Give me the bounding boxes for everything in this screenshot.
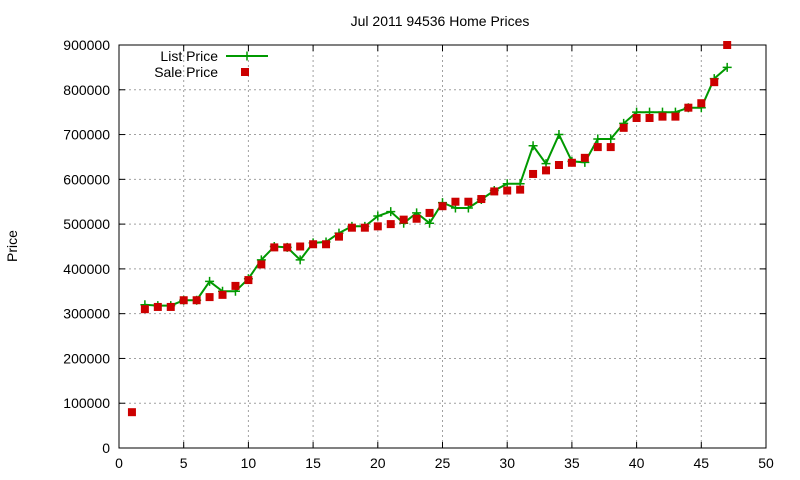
data-point-sale-price: [490, 187, 499, 196]
data-point-sale-price: [723, 41, 732, 49]
data-point-list-price: [722, 62, 732, 72]
data-point-list-price: [554, 130, 564, 140]
y-tick-label: 900000: [63, 37, 110, 53]
x-tick-label: 15: [305, 455, 321, 471]
grid: [119, 45, 766, 448]
data-point-sale-price: [192, 296, 201, 305]
legend-swatch-sale-price: [241, 68, 249, 76]
data-point-list-price: [425, 218, 435, 228]
data-point-sale-price: [386, 220, 395, 229]
data-point-sale-price: [580, 153, 589, 162]
data-point-sale-price: [179, 296, 188, 305]
data-point-sale-price: [464, 197, 473, 206]
y-tick-label: 300000: [63, 306, 110, 322]
data-point-sale-price: [296, 242, 305, 251]
data-point-sale-price: [373, 222, 382, 231]
data-point-sale-price: [283, 243, 292, 252]
x-tick-label: 30: [499, 455, 515, 471]
x-tick-label: 20: [370, 455, 386, 471]
y-tick-label: 700000: [63, 127, 110, 143]
data-point-list-price: [386, 207, 396, 217]
x-tick-label: 40: [629, 455, 645, 471]
data-point-list-price: [528, 141, 538, 151]
y-tick-label: 800000: [63, 82, 110, 98]
data-point-sale-price: [606, 143, 615, 152]
data-point-sale-price: [257, 260, 266, 269]
data-point-list-price: [606, 134, 616, 144]
y-tick-label: 200000: [63, 350, 110, 366]
legend: List Price Sale Price: [154, 48, 268, 80]
data-point-sale-price: [671, 112, 680, 121]
legend-label-sale-price: Sale Price: [154, 64, 218, 80]
series-line-list-price: [144, 66, 728, 307]
data-point-sale-price: [710, 78, 719, 87]
data-point-sale-price: [438, 202, 447, 211]
data-point-sale-price: [140, 305, 149, 314]
data-point-sale-price: [205, 293, 214, 302]
data-point-sale-price: [542, 166, 551, 175]
legend-label-list-price: List Price: [160, 48, 218, 64]
series-layer: [127, 41, 732, 417]
data-point-list-price: [373, 211, 383, 221]
data-point-sale-price: [477, 195, 486, 204]
data-point-sale-price: [309, 240, 318, 249]
data-point-sale-price: [244, 276, 253, 285]
data-point-sale-price: [425, 208, 434, 217]
data-point-sale-price: [554, 161, 563, 170]
data-point-sale-price: [503, 186, 512, 195]
data-point-sale-price: [529, 169, 538, 178]
data-point-sale-price: [645, 113, 654, 122]
data-point-sale-price: [412, 214, 421, 223]
data-point-sale-price: [516, 185, 525, 194]
y-tick-label: 100000: [63, 395, 110, 411]
chart-title: Jul 2011 94536 Home Prices: [351, 13, 530, 29]
data-point-sale-price: [322, 240, 331, 249]
data-point-sale-price: [360, 223, 369, 232]
x-tick-label: 25: [435, 455, 451, 471]
data-point-sale-price: [399, 215, 408, 224]
data-point-sale-price: [451, 197, 460, 206]
data-point-sale-price: [270, 243, 279, 252]
x-tick-label: 10: [241, 455, 257, 471]
data-point-sale-price: [567, 158, 576, 167]
data-point-sale-price: [153, 302, 162, 311]
data-point-sale-price: [697, 99, 706, 108]
y-tick-label: 400000: [63, 261, 110, 277]
data-point-sale-price: [619, 123, 628, 132]
y-axis-label: Price: [4, 230, 20, 262]
y-tick-label: 600000: [63, 171, 110, 187]
data-point-sale-price: [218, 290, 227, 299]
x-tick-label: 45: [694, 455, 710, 471]
axis-ticks: 0 5 10 15 20 25 30 35 40 45 50 0 100000 200000 300000 4…: [63, 37, 774, 471]
data-point-sale-price: [166, 302, 175, 311]
data-point-sale-price: [347, 223, 356, 232]
y-tick-label: 500000: [63, 216, 110, 232]
x-tick-label: 35: [564, 455, 580, 471]
data-point-sale-price: [127, 408, 136, 417]
x-tick-label: 50: [758, 455, 774, 471]
y-tick-label: 0: [102, 440, 110, 456]
data-point-sale-price: [658, 112, 667, 121]
data-point-sale-price: [593, 143, 602, 152]
data-point-list-price: [205, 276, 215, 286]
data-point-sale-price: [334, 232, 343, 241]
x-tick-label: 5: [180, 455, 188, 471]
data-point-list-price: [593, 134, 603, 144]
legend-swatch-list-price: [226, 51, 268, 61]
data-point-list-price: [295, 255, 305, 265]
data-point-sale-price: [632, 113, 641, 122]
x-tick-label: 0: [115, 455, 123, 471]
data-point-sale-price: [684, 103, 693, 112]
data-point-sale-price: [231, 281, 240, 290]
